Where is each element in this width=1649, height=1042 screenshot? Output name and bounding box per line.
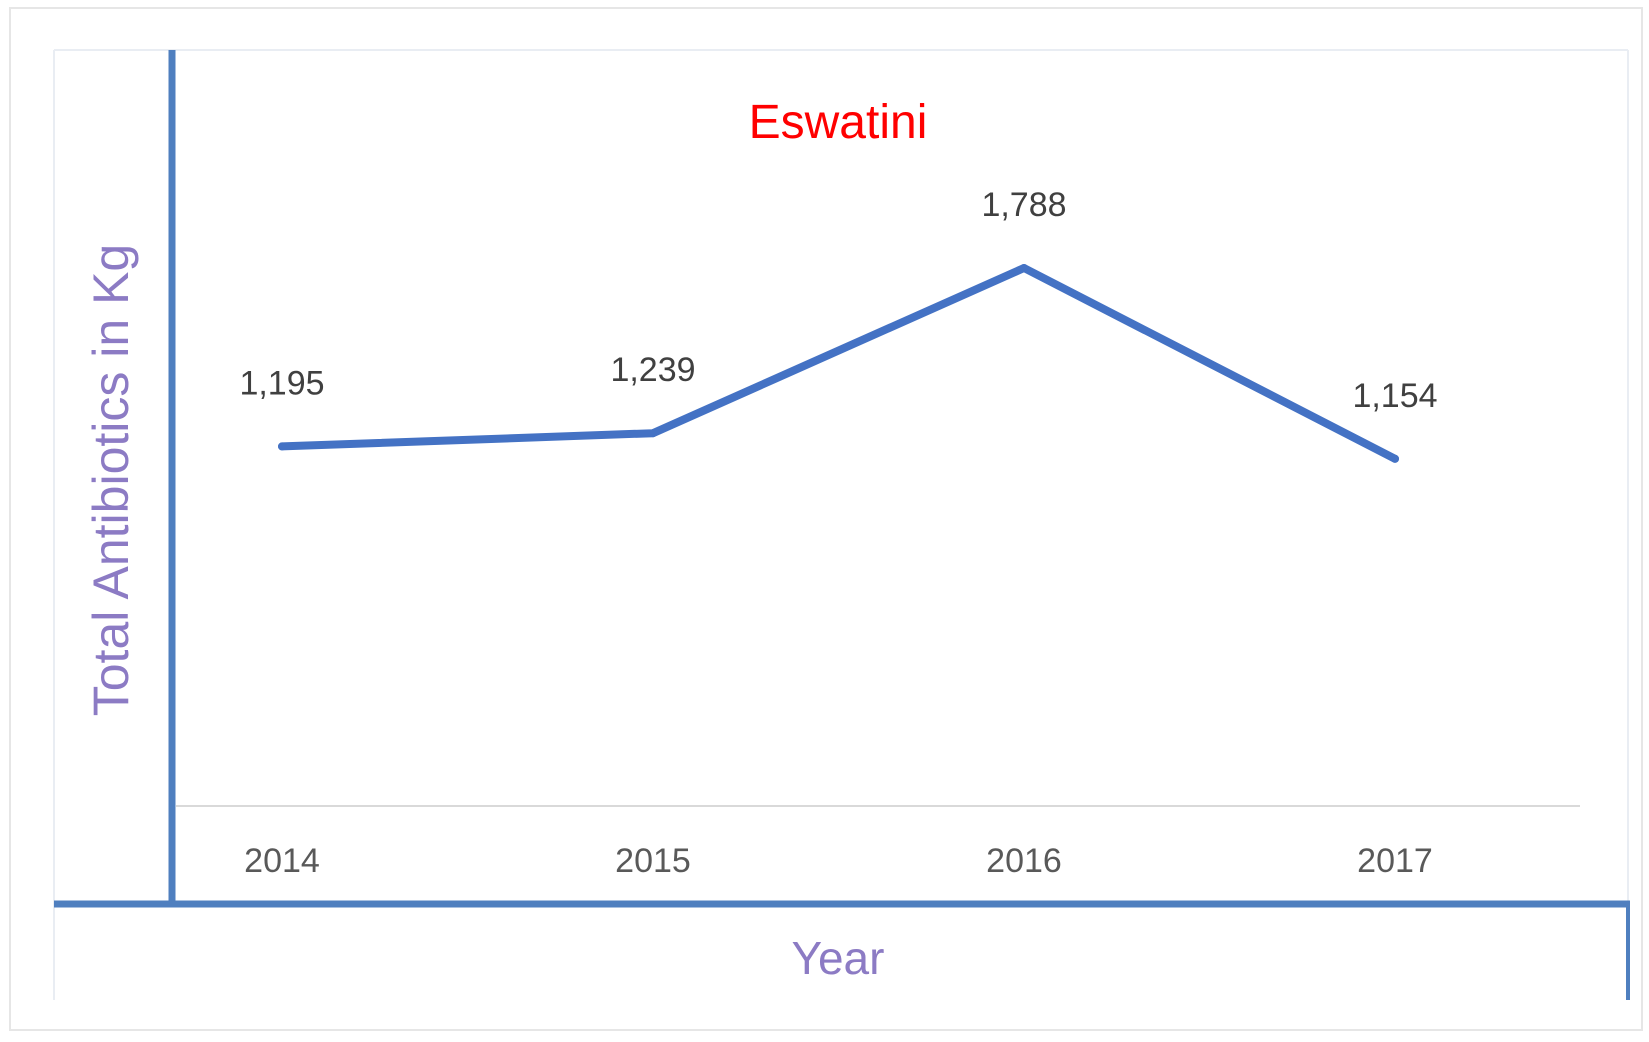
data-point-2016: [1020, 264, 1028, 272]
chart-title: Eswatini: [749, 96, 928, 149]
data-label-2015: 1,239: [610, 351, 695, 389]
data-label-2017: 1,154: [1352, 377, 1437, 415]
x-tick-label-2016: 2016: [986, 842, 1062, 880]
x-axis-title: Year: [792, 932, 885, 984]
x-tick-label-2015: 2015: [615, 842, 691, 880]
y-axis-title: Total Antibiotics in Kg: [83, 244, 139, 717]
series-line-group: [278, 264, 1399, 463]
data-label-2016: 1,788: [981, 186, 1066, 224]
data-labels-group: 1,195 1,239 1,788 1,154: [239, 186, 1437, 415]
x-tick-labels-group: 2014 2015 2016 2017: [244, 842, 1433, 880]
series-line: [282, 268, 1395, 459]
data-point-2014: [278, 442, 286, 450]
x-tick-label-2014: 2014: [244, 842, 320, 880]
data-point-2017: [1391, 455, 1399, 463]
x-tick-label-2017: 2017: [1357, 842, 1433, 880]
data-label-2014: 1,195: [239, 364, 324, 402]
data-point-2015: [649, 429, 657, 437]
